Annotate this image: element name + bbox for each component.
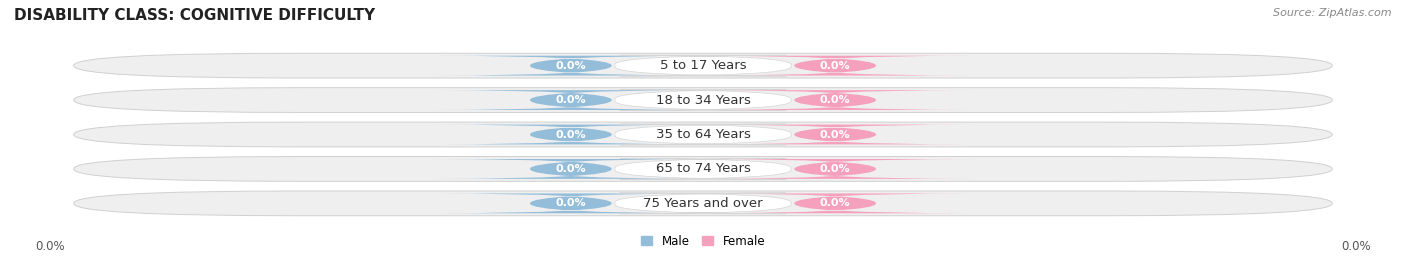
Text: 75 Years and over: 75 Years and over (643, 197, 763, 210)
Text: 18 to 34 Years: 18 to 34 Years (655, 94, 751, 107)
Text: 35 to 64 Years: 35 to 64 Years (655, 128, 751, 141)
Text: 0.0%: 0.0% (555, 198, 586, 208)
FancyBboxPatch shape (695, 159, 976, 179)
FancyBboxPatch shape (73, 191, 1333, 216)
FancyBboxPatch shape (430, 193, 711, 213)
Text: 0.0%: 0.0% (820, 198, 851, 208)
FancyBboxPatch shape (695, 193, 976, 213)
Text: 0.0%: 0.0% (820, 129, 851, 140)
Text: 0.0%: 0.0% (555, 95, 586, 105)
Text: 0.0%: 0.0% (555, 129, 586, 140)
FancyBboxPatch shape (430, 56, 711, 76)
FancyBboxPatch shape (430, 125, 711, 144)
FancyBboxPatch shape (430, 90, 711, 110)
Text: 0.0%: 0.0% (820, 95, 851, 105)
FancyBboxPatch shape (614, 55, 792, 76)
Text: 65 to 74 Years: 65 to 74 Years (655, 162, 751, 175)
Text: 0.0%: 0.0% (35, 240, 65, 253)
FancyBboxPatch shape (73, 157, 1333, 181)
FancyBboxPatch shape (73, 53, 1333, 78)
FancyBboxPatch shape (614, 124, 792, 145)
FancyBboxPatch shape (695, 90, 976, 110)
Text: Source: ZipAtlas.com: Source: ZipAtlas.com (1274, 8, 1392, 18)
Text: 0.0%: 0.0% (1341, 240, 1371, 253)
Text: 0.0%: 0.0% (555, 61, 586, 71)
FancyBboxPatch shape (614, 193, 792, 214)
FancyBboxPatch shape (73, 88, 1333, 112)
Text: 5 to 17 Years: 5 to 17 Years (659, 59, 747, 72)
Legend: Male, Female: Male, Female (636, 230, 770, 253)
Text: DISABILITY CLASS: COGNITIVE DIFFICULTY: DISABILITY CLASS: COGNITIVE DIFFICULTY (14, 8, 375, 23)
Text: 0.0%: 0.0% (820, 164, 851, 174)
FancyBboxPatch shape (614, 90, 792, 111)
FancyBboxPatch shape (614, 158, 792, 179)
FancyBboxPatch shape (73, 122, 1333, 147)
Text: 0.0%: 0.0% (555, 164, 586, 174)
FancyBboxPatch shape (695, 56, 976, 76)
FancyBboxPatch shape (695, 125, 976, 144)
Text: 0.0%: 0.0% (820, 61, 851, 71)
FancyBboxPatch shape (430, 159, 711, 179)
